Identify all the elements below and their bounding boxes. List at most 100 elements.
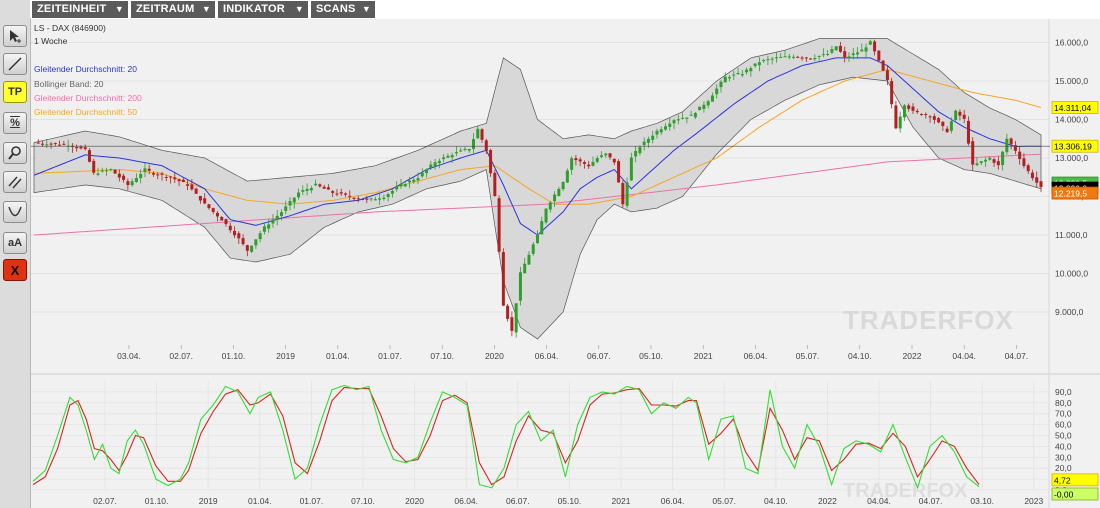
- candle-body: [646, 138, 650, 143]
- text-tool-label: aA: [7, 237, 23, 249]
- candle-body: [412, 179, 416, 182]
- price-labels: 14.311,0413.306,1912.220,512.220,012.219…: [31, 101, 1099, 501]
- percent-tool-button[interactable]: %: [3, 112, 27, 134]
- osc-x-tick-label: 06.04.: [454, 496, 478, 506]
- candle-body: [847, 56, 851, 59]
- chevron-down-icon: ▼: [114, 4, 124, 14]
- trendline-tool-button[interactable]: [3, 53, 27, 75]
- candle-body: [681, 117, 685, 119]
- candle-body: [698, 106, 702, 111]
- price-y-tick-label: 11.000,0: [1055, 230, 1088, 240]
- candle-body: [996, 161, 1000, 166]
- ma200-line: [33, 153, 1042, 236]
- candle-body: [331, 191, 335, 193]
- candle-body: [672, 120, 676, 124]
- drawing-toolbar: TP % aA X: [0, 0, 31, 508]
- channel-tool-button[interactable]: [3, 171, 27, 193]
- zeitraum-menu-button[interactable]: ZEITRAUM ▼: [131, 1, 215, 18]
- candle-body: [420, 172, 424, 177]
- candle-body: [838, 45, 842, 52]
- legend-bollinger[interactable]: Bollinger Band: 20: [34, 79, 104, 89]
- candle-body: [1001, 151, 1005, 166]
- candlesticks: [36, 39, 1043, 338]
- delete-tool-button[interactable]: X: [3, 259, 27, 281]
- watermark-traderfox: TRADERFOX: [843, 305, 1014, 335]
- price-y-tick-label: 15.000,0: [1055, 76, 1088, 86]
- candle-body: [258, 233, 262, 240]
- candle-body: [322, 186, 326, 189]
- osc-x-tick-label: 03.10.: [970, 496, 994, 506]
- zeiteinheit-menu-button[interactable]: ZEITEINHEIT ▼: [32, 1, 128, 18]
- osc-x-tick-label: 05.07.: [712, 496, 736, 506]
- price-x-tick-label: 04.10.: [848, 351, 872, 361]
- cursor-tool-button[interactable]: [3, 25, 27, 47]
- candle-body: [565, 170, 569, 183]
- tp-tool-button[interactable]: TP: [3, 81, 27, 103]
- watermark-traderfox-small: TRADERFOX: [843, 480, 968, 502]
- watermark-layer: TRADERFOX: [843, 305, 1014, 335]
- candle-body: [817, 55, 821, 57]
- candle-body: [254, 239, 258, 246]
- candle-body: [971, 141, 975, 165]
- chevron-down-icon: ▼: [294, 4, 304, 14]
- candle-body: [425, 169, 429, 174]
- legend-ma50[interactable]: Gleitender Durchschnitt: 50: [34, 107, 137, 117]
- scans-menu-button[interactable]: SCANS ▼: [311, 1, 375, 18]
- candle-body: [271, 219, 275, 224]
- candle-body: [190, 184, 194, 190]
- candle-body: [454, 152, 458, 154]
- zoom-tool-button[interactable]: [3, 142, 27, 164]
- price-x-tick-label: 2021: [694, 351, 713, 361]
- axes: 16.000,015.000,014.000,013.000,012.000,0…: [117, 37, 1088, 361]
- chart-area[interactable]: TRADERFOX 16.000,0 15.000,0 14.000,0 13.000…: [31, 19, 1100, 508]
- indikator-menu-button[interactable]: INDIKATOR ▼: [218, 1, 308, 18]
- osc-x-tick-label: 2021: [612, 496, 631, 506]
- candle-body: [297, 192, 301, 198]
- candle-body: [147, 168, 151, 171]
- candle-body: [992, 159, 996, 163]
- price-y-tick-label: 10.000,0: [1055, 269, 1088, 279]
- text-tool-button[interactable]: aA: [3, 232, 27, 254]
- candle-body: [732, 74, 736, 76]
- candle-body: [450, 155, 454, 158]
- candle-body: [279, 212, 283, 217]
- candle-body: [169, 176, 173, 178]
- price-x-tick-label: 06.04.: [535, 351, 559, 361]
- arc-tool-button[interactable]: [3, 201, 27, 223]
- candle-body: [723, 76, 727, 83]
- candle-body: [58, 144, 62, 146]
- candle-body: [109, 169, 113, 171]
- candle-body: [787, 56, 791, 58]
- candle-body: [702, 104, 706, 109]
- chart-canvas[interactable]: TRADERFOX 16.000,0 15.000,0 14.000,0 13.000…: [31, 19, 1100, 508]
- candle-body: [352, 197, 356, 199]
- candle-body: [1018, 151, 1022, 160]
- candle-body: [237, 233, 241, 239]
- candle-body: [382, 197, 386, 200]
- candle-body: [262, 226, 266, 232]
- price-x-tick-label: 01.04.: [326, 351, 350, 361]
- candle-body: [860, 49, 864, 52]
- candle-body: [774, 57, 778, 59]
- price-value-label-box: [1051, 101, 1099, 114]
- osc-x-tick-label: 02.07.: [93, 496, 117, 506]
- osc-y-tick-label: 80,0: [1055, 398, 1072, 408]
- percent-label: %: [10, 117, 20, 129]
- candle-body: [582, 161, 586, 164]
- candle-body: [885, 70, 889, 81]
- candle-body: [966, 120, 970, 144]
- candle-body: [809, 58, 813, 60]
- candle-body: [629, 157, 633, 181]
- candle-body: [36, 142, 40, 144]
- osc-x-tick-label: 01.10.: [145, 496, 169, 506]
- candle-body: [612, 158, 616, 163]
- legend-ma20[interactable]: Gleitender Durchschnitt: 20: [34, 64, 137, 74]
- candle-body: [173, 177, 177, 180]
- candle-body: [186, 184, 190, 186]
- candle-body: [595, 158, 599, 162]
- candle-body: [745, 69, 749, 73]
- menu-label: ZEITEINHEIT: [37, 3, 107, 15]
- osc-x-tick-label: 2019: [199, 496, 218, 506]
- legend-ma200[interactable]: Gleitender Durchschnitt: 200: [34, 93, 142, 103]
- candle-body: [96, 173, 100, 175]
